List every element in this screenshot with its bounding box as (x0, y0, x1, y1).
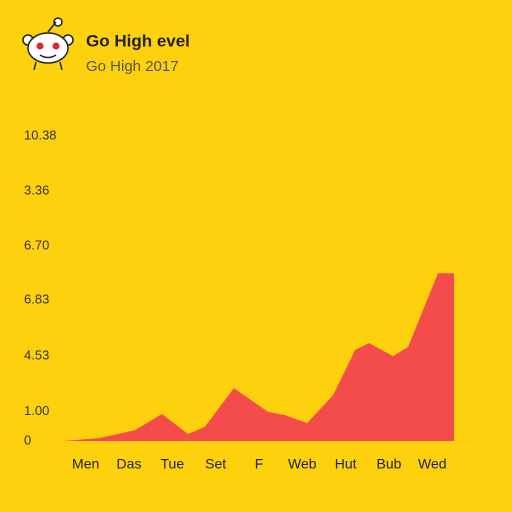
x-tick-label: F (255, 456, 264, 472)
y-tick-label: 1.00 (24, 403, 49, 418)
y-tick-label: 0 (24, 432, 31, 447)
x-tick-label: Bub (377, 456, 402, 472)
x-tick-label: Hut (335, 456, 357, 472)
x-tick-label: Das (117, 456, 142, 472)
x-tick-label: Wed (418, 456, 447, 472)
chart-subtitle: Go High 2017 (86, 58, 179, 75)
area (64, 273, 454, 441)
x-tick-label: Men (72, 456, 99, 472)
chart-title: Go High evel (86, 31, 190, 50)
y-tick-label: 6.83 (24, 291, 49, 306)
x-tick-label: Set (205, 456, 226, 472)
y-tick-label: 3.36 (24, 183, 49, 198)
y-tick-label: 4.53 (24, 348, 49, 363)
x-tick-label: Web (288, 456, 317, 472)
logo (22, 17, 74, 71)
y-tick-label: 10.38 (24, 127, 57, 142)
y-tick-label: 6.70 (24, 238, 49, 253)
x-tick-label: Tue (161, 456, 185, 472)
